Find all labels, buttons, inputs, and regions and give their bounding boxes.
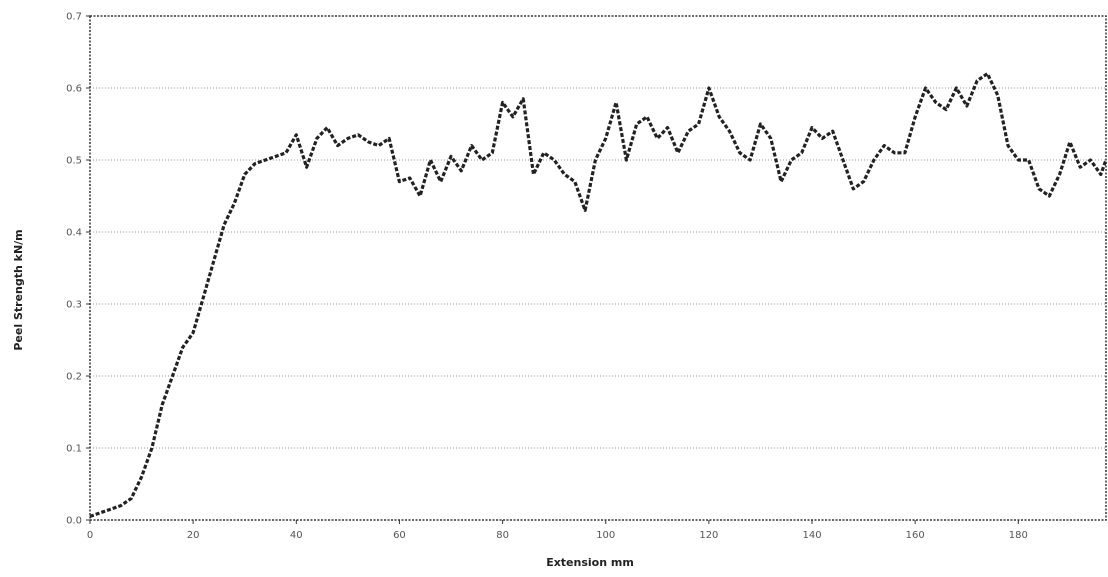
x-tick-label: 40: [290, 530, 303, 541]
plot-border: [89, 15, 1107, 521]
x-tick-label: 160: [906, 530, 925, 541]
y-tick-label: 0.1: [66, 444, 82, 455]
y-tick-label: 0.7: [66, 12, 82, 23]
series-line: [89, 72, 1108, 518]
plot-frame: [89, 15, 1107, 521]
y-tick-label: 0.0: [66, 516, 82, 527]
x-tick-label: 20: [187, 530, 200, 541]
grid-layer: [90, 87, 1106, 449]
x-tick-label: 180: [1009, 530, 1028, 541]
x-tick-label: 0: [87, 530, 93, 541]
x-axis-ticks: 0 20 40 60 80 100 120 140 160 180: [87, 520, 1028, 541]
series-layer: [89, 72, 1108, 518]
y-tick-label: 0.2: [66, 372, 82, 383]
y-tick-label: 0.4: [66, 228, 82, 239]
x-tick-label: 120: [699, 530, 718, 541]
y-tick-label: 0.3: [66, 300, 82, 311]
y-tick-label: 0.6: [66, 84, 82, 95]
x-axis-label: Extension mm: [546, 556, 634, 569]
y-axis-ticks: 0.0 0.1 0.2 0.3 0.4 0.5 0.6 0.7: [66, 12, 90, 527]
x-tick-label: 80: [496, 530, 509, 541]
y-axis-label: Peel Strength kN/m: [12, 229, 25, 350]
x-tick-label: 100: [596, 530, 615, 541]
y-tick-label: 0.5: [66, 156, 82, 167]
x-tick-label: 60: [393, 530, 406, 541]
x-tick-label: 140: [802, 530, 821, 541]
